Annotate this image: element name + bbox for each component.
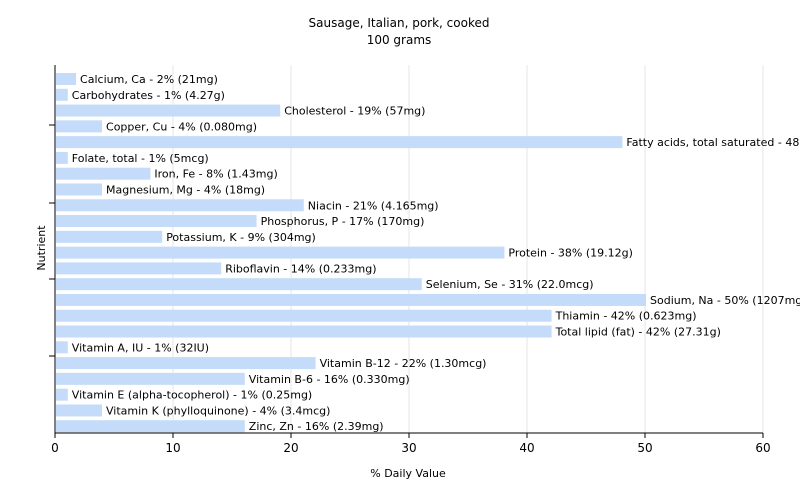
bar <box>56 104 281 117</box>
x-tick-label: 30 <box>401 441 416 455</box>
bar-label: Sodium, Na - 50% (1207mg) <box>650 294 800 307</box>
bar <box>56 136 623 149</box>
bar <box>56 325 552 338</box>
bar-label: Vitamin E (alpha-tocopherol) - 1% (0.25m… <box>72 389 312 402</box>
bar-series: Calcium, Ca - 2% (21mg) Carbohydrates - 1… <box>56 73 800 433</box>
bar <box>56 230 163 243</box>
bar <box>56 388 68 401</box>
bar-label: Phosphorus, P - 17% (170mg) <box>261 215 425 228</box>
bar <box>56 372 245 385</box>
bar-label: Calcium, Ca - 2% (21mg) <box>80 73 218 86</box>
chart-title: Sausage, Italian, pork, cooked <box>309 16 490 30</box>
bar-label: Vitamin A, IU - 1% (32IU) <box>72 341 209 354</box>
bar-label: Iron, Fe - 8% (1.43mg) <box>154 168 277 181</box>
bar <box>56 357 316 370</box>
bar-label: Carbohydrates - 1% (4.27g) <box>72 89 225 102</box>
bar <box>56 420 245 433</box>
chart-subtitle: 100 grams <box>367 33 432 47</box>
bar-label: Selenium, Se - 31% (22.0mcg) <box>426 278 594 291</box>
bar-label: Thiamin - 42% (0.623mg) <box>555 310 697 323</box>
bar <box>56 73 77 85</box>
bar-label: Vitamin B-6 - 16% (0.330mg) <box>249 373 410 386</box>
bar-label: Riboflavin - 14% (0.233mg) <box>225 262 376 275</box>
bar-label: Vitamin B-12 - 22% (1.30mcg) <box>320 357 487 370</box>
x-tick-label: 60 <box>755 441 770 455</box>
bar-label: Copper, Cu - 4% (0.080mg) <box>106 120 257 133</box>
bar-label: Protein - 38% (19.12g) <box>508 247 633 260</box>
bar <box>56 151 68 164</box>
bar <box>56 262 222 275</box>
bar-label: Potassium, K - 9% (304mg) <box>166 231 316 244</box>
bar-label: Fatty acids, total saturated - 48% (9.53… <box>626 136 800 149</box>
bar <box>56 404 103 417</box>
x-tick-label: 10 <box>165 441 180 455</box>
x-tick-label: 20 <box>283 441 298 455</box>
x-tick-label: 50 <box>637 441 652 455</box>
x-tick-label: 0 <box>51 441 59 455</box>
bar <box>56 183 103 196</box>
bar-label: Vitamin K (phylloquinone) - 4% (3.4mcg) <box>106 404 330 417</box>
bar <box>56 309 552 322</box>
bar <box>56 199 304 212</box>
bar <box>56 88 68 101</box>
axes: 0 10 20 30 40 50 60 <box>49 65 771 455</box>
bar-label: Zinc, Zn - 16% (2.39mg) <box>249 420 384 433</box>
bar <box>56 293 646 306</box>
x-axis-label: % Daily Value <box>370 467 446 480</box>
y-axis-label: Nutrient <box>35 225 48 271</box>
bar-label: Folate, total - 1% (5mcg) <box>72 152 209 165</box>
bar <box>56 120 103 133</box>
x-tick-label: 40 <box>519 441 534 455</box>
bar <box>56 167 151 180</box>
bar <box>56 278 422 291</box>
bar <box>56 341 68 354</box>
bar-label: Niacin - 21% (4.165mg) <box>308 199 439 212</box>
bar-label: Cholesterol - 19% (57mg) <box>284 105 425 118</box>
bar <box>56 246 505 259</box>
bar-label: Total lipid (fat) - 42% (27.31g) <box>555 326 721 339</box>
bar <box>56 215 257 228</box>
bar-label: Magnesium, Mg - 4% (18mg) <box>106 183 265 196</box>
